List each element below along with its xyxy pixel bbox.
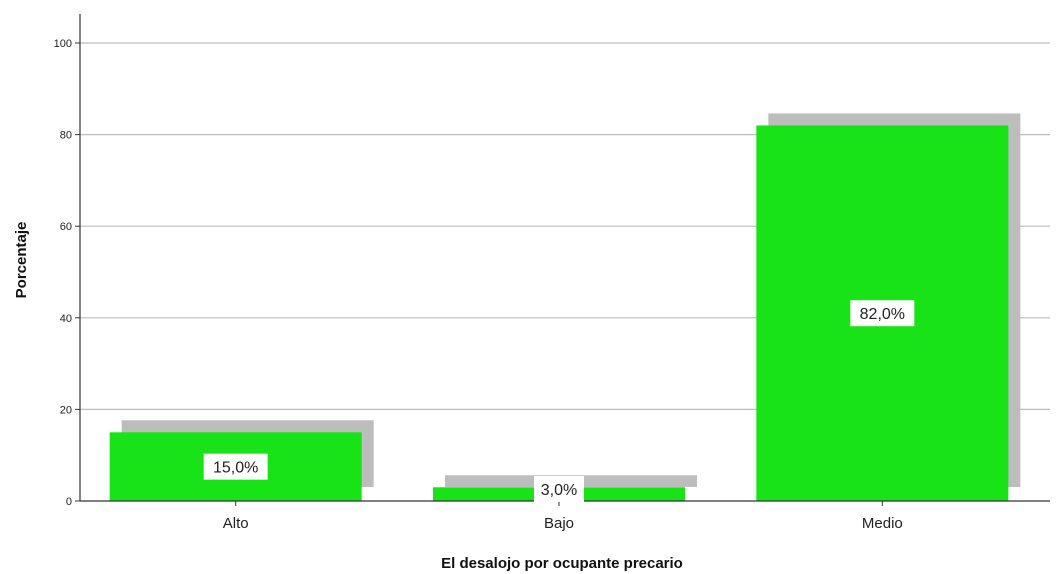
data-labels: 15,0% 3,0% 82,0% xyxy=(203,300,915,502)
y-tick-label-100: 100 xyxy=(54,38,72,50)
x-tick-label-bajo: Bajo xyxy=(544,515,574,532)
x-axis-title: El desalojo por ocupante precario xyxy=(441,555,683,572)
data-label-bajo: 3,0% xyxy=(541,482,577,499)
data-label-medio: 82,0% xyxy=(860,306,905,323)
data-label-box-bajo xyxy=(534,476,584,502)
y-tick-labels: 0 20 40 60 80 100 xyxy=(54,38,72,508)
y-tick-label-20: 20 xyxy=(60,404,72,416)
y-tick-label-0: 0 xyxy=(66,496,72,508)
data-label-box-alto xyxy=(203,453,268,480)
x-tick-label-alto: Alto xyxy=(223,515,249,532)
x-tick-labels: Alto Bajo Medio xyxy=(223,515,903,532)
y-axis-title: Porcentaje xyxy=(13,222,30,299)
data-label-box-medio xyxy=(850,300,915,327)
data-label-alto: 15,0% xyxy=(213,460,258,477)
y-tick-label-60: 60 xyxy=(60,221,72,233)
x-tick-label-medio: Medio xyxy=(862,515,903,532)
y-tick-label-80: 80 xyxy=(60,130,72,142)
y-tick-label-40: 40 xyxy=(60,313,72,325)
